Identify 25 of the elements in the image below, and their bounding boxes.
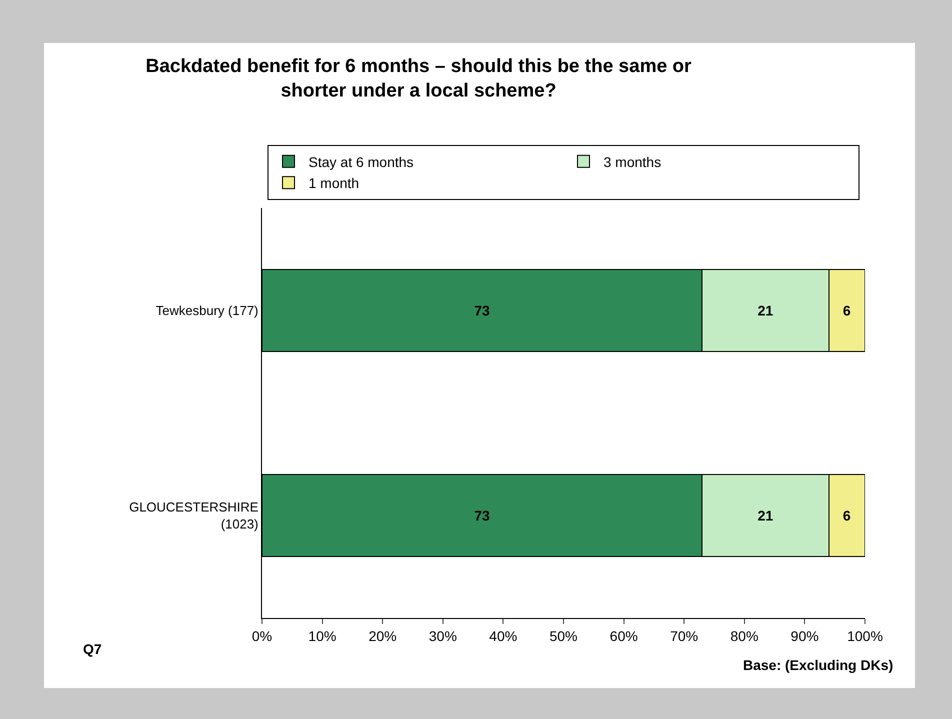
x-tick-label: 80%	[730, 628, 758, 644]
y-tick-label: Tewkesbury (177)	[156, 303, 258, 318]
data-label: 6	[842, 508, 851, 524]
data-label: 73	[474, 302, 490, 318]
y-tick-label: GLOUCESTERSHIRE (1023)	[129, 500, 259, 532]
x-tick-label: 100%	[847, 628, 883, 644]
chart-title: Backdated benefit for 6 months – should this be the same or shorter under a local scheme?	[146, 56, 692, 102]
data-label: 73	[474, 508, 490, 524]
text: Base: (Excluding DKs)	[743, 657, 894, 673]
legend-label: 3 months	[604, 154, 662, 170]
data-label: 21	[758, 302, 774, 318]
legend-label: Stay at 6 months	[308, 154, 414, 170]
legend-label: 1 month	[308, 175, 360, 192]
x-tick-label: 90%	[790, 628, 819, 644]
x-tick-label: 40%	[489, 628, 518, 644]
data-label: 21	[758, 508, 774, 524]
x-tick-label: 60%	[610, 628, 638, 644]
data-label: 6	[842, 302, 851, 318]
x-tick-label: 50%	[549, 628, 578, 644]
x-tick-label: 0%	[252, 628, 272, 644]
text: Q7	[83, 641, 102, 657]
x-tick-label: 20%	[368, 628, 397, 644]
x-tick-label: 10%	[308, 628, 336, 644]
x-tick-label: 30%	[428, 628, 457, 644]
x-tick-label: 70%	[670, 628, 698, 644]
